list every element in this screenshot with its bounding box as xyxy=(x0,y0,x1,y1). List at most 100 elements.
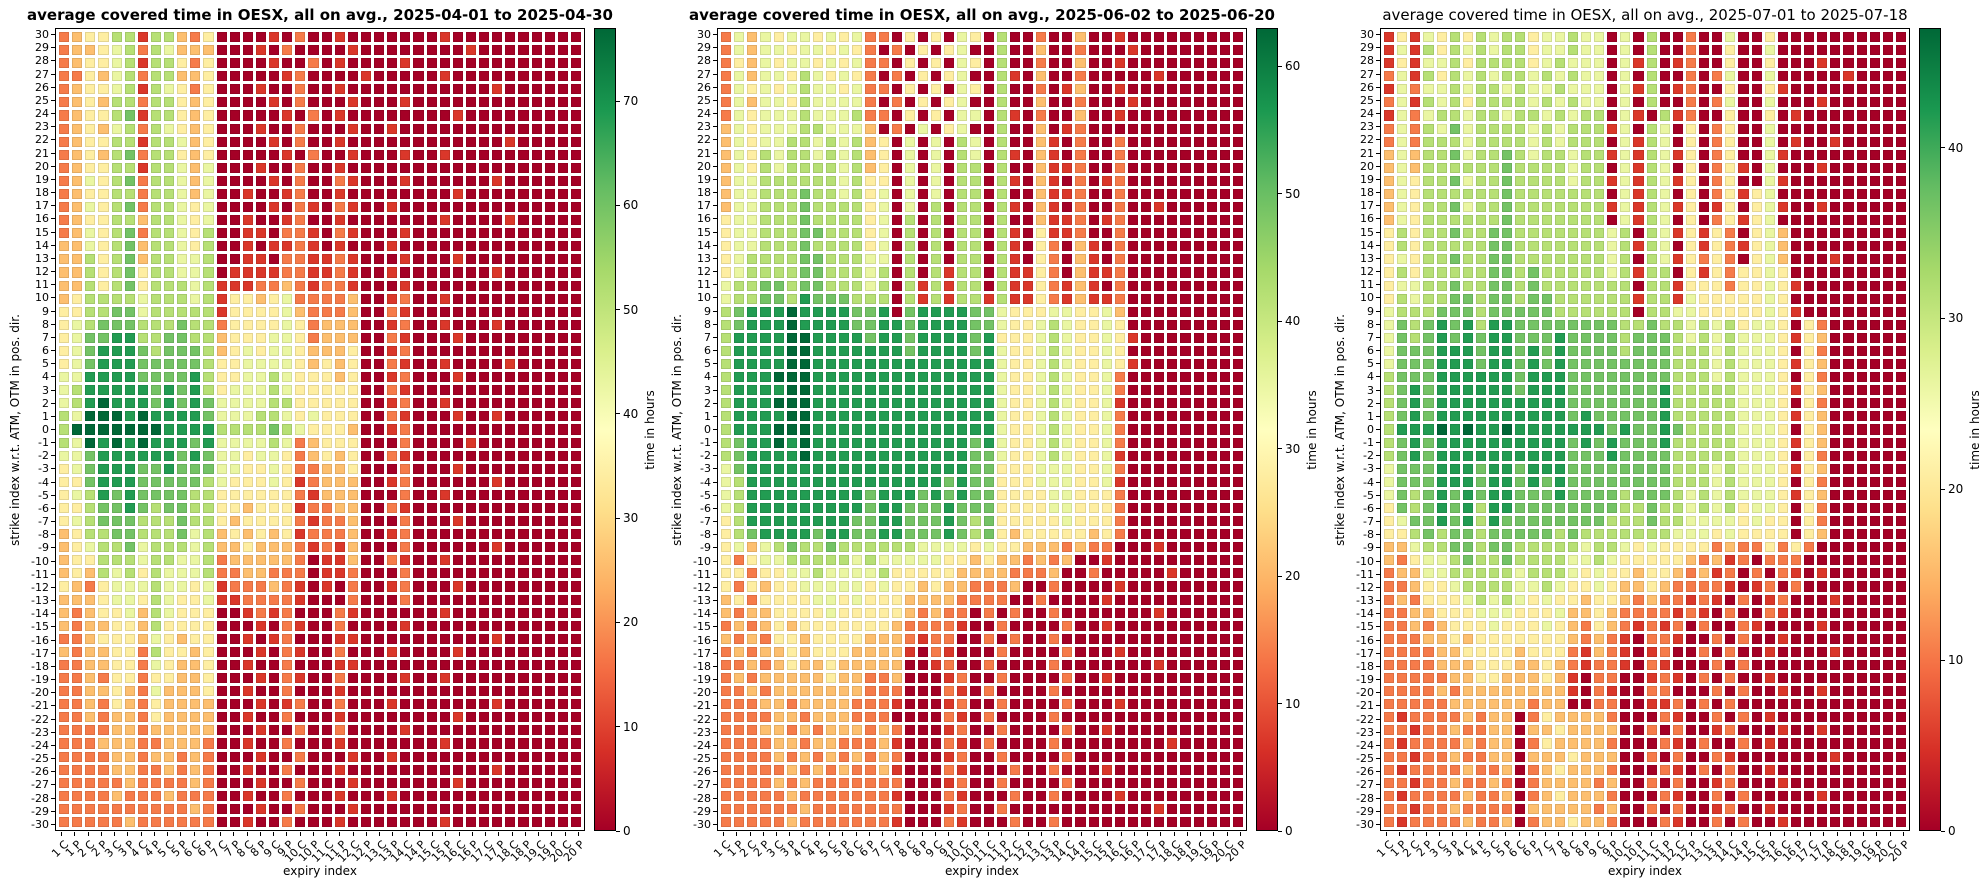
heatmap-cell xyxy=(1127,162,1138,173)
heatmap-cell xyxy=(334,424,345,435)
heatmap-cell xyxy=(177,777,188,788)
heatmap-cell xyxy=(917,241,928,252)
heatmap-cell xyxy=(255,542,266,553)
heatmap-cell xyxy=(1232,489,1243,500)
heatmap-cell xyxy=(812,594,823,605)
heatmap-cell xyxy=(1219,751,1230,762)
heatmap-cell xyxy=(177,332,188,343)
heatmap-cell xyxy=(164,502,175,514)
heatmap-cell xyxy=(164,463,175,474)
heatmap-cell xyxy=(1141,607,1152,618)
heatmap-cell xyxy=(190,686,201,697)
heatmap-cell xyxy=(786,659,797,671)
heatmap-cell xyxy=(387,345,398,357)
heatmap-cell xyxy=(216,123,227,134)
heatmap-cell xyxy=(190,149,201,160)
heatmap-cell xyxy=(98,607,109,618)
heatmap-cell xyxy=(255,424,266,435)
heatmap-cell xyxy=(85,568,96,579)
heatmap-cell xyxy=(347,777,358,788)
heatmap-cell xyxy=(944,424,955,435)
heatmap-cell xyxy=(400,673,411,684)
y-tick-label: -17 xyxy=(31,646,49,660)
heatmap-cell xyxy=(229,476,240,487)
heatmap-cell xyxy=(360,188,371,200)
heatmap-cell xyxy=(465,267,476,278)
heatmap-cell xyxy=(400,659,411,671)
heatmap-cell xyxy=(492,803,503,814)
heatmap-cell xyxy=(1062,293,1073,304)
heatmap-cell xyxy=(891,372,902,383)
heatmap-cell xyxy=(570,45,581,56)
heatmap-cell xyxy=(721,280,732,291)
heatmap-cell xyxy=(1180,489,1191,500)
heatmap-cell xyxy=(111,568,122,579)
heatmap-cell xyxy=(203,633,214,644)
heatmap-cell xyxy=(85,816,96,827)
heatmap-cell xyxy=(1193,306,1204,317)
heatmap-cell xyxy=(452,306,463,317)
heatmap-cell xyxy=(1062,581,1073,592)
heatmap-cell xyxy=(734,646,745,657)
heatmap-cell xyxy=(203,241,214,252)
heatmap-cell xyxy=(570,489,581,500)
heatmap-cell xyxy=(282,110,293,121)
heatmap-cell xyxy=(1114,398,1125,409)
heatmap-cell xyxy=(282,359,293,370)
heatmap-cell xyxy=(347,607,358,618)
heatmap-cell xyxy=(111,345,122,357)
heatmap-cell xyxy=(531,581,542,592)
heatmap-cell xyxy=(826,673,837,684)
heatmap-cell xyxy=(891,254,902,265)
heatmap-cell xyxy=(518,45,529,56)
heatmap-cell xyxy=(996,319,1007,330)
heatmap-cell xyxy=(308,228,319,239)
heatmap-cell xyxy=(1180,58,1191,69)
heatmap-cell xyxy=(295,633,306,644)
heatmap-cell xyxy=(190,202,201,213)
heatmap-cell xyxy=(216,97,227,108)
heatmap-cell xyxy=(374,215,385,226)
heatmap-cell xyxy=(137,398,148,409)
heatmap-cell xyxy=(308,306,319,317)
heatmap-cell xyxy=(124,738,135,749)
heatmap-cell xyxy=(216,581,227,592)
heatmap-cell xyxy=(1219,136,1230,147)
heatmap-cell xyxy=(465,790,476,801)
heatmap-cell xyxy=(137,712,148,723)
x-tick-mark xyxy=(524,832,526,836)
heatmap-cell xyxy=(505,790,516,801)
heatmap-cell xyxy=(1036,215,1047,226)
heatmap-cell xyxy=(465,254,476,265)
heatmap-cell xyxy=(1180,280,1191,291)
heatmap-cell xyxy=(1075,764,1086,775)
heatmap-cell xyxy=(111,411,122,422)
heatmap-cell xyxy=(242,542,253,553)
heatmap-cell xyxy=(150,188,161,200)
heatmap-cell xyxy=(505,175,516,186)
heatmap-cell xyxy=(452,437,463,448)
heatmap-cell xyxy=(917,32,928,43)
heatmap-cell xyxy=(1049,136,1060,147)
heatmap-cell xyxy=(826,607,837,618)
heatmap-cell xyxy=(996,385,1007,396)
heatmap-cell xyxy=(387,542,398,553)
heatmap-cell xyxy=(1062,463,1073,474)
heatmap-cell xyxy=(1101,359,1112,370)
heatmap-cell xyxy=(426,58,437,69)
heatmap-cell xyxy=(773,633,784,644)
heatmap-cell xyxy=(799,751,810,762)
heatmap-cell xyxy=(98,463,109,474)
heatmap-cell xyxy=(216,136,227,147)
heatmap-cell xyxy=(826,306,837,317)
heatmap-cell xyxy=(1180,319,1191,330)
heatmap-cell xyxy=(1088,188,1099,200)
heatmap-cell xyxy=(544,280,555,291)
heatmap-cell xyxy=(957,712,968,723)
heatmap-cell xyxy=(1219,241,1230,252)
heatmap-cell xyxy=(387,646,398,657)
colorbar xyxy=(594,28,616,831)
heatmap-cell xyxy=(1206,293,1217,304)
heatmap-cell xyxy=(479,803,490,814)
heatmap-cell xyxy=(1075,162,1086,173)
